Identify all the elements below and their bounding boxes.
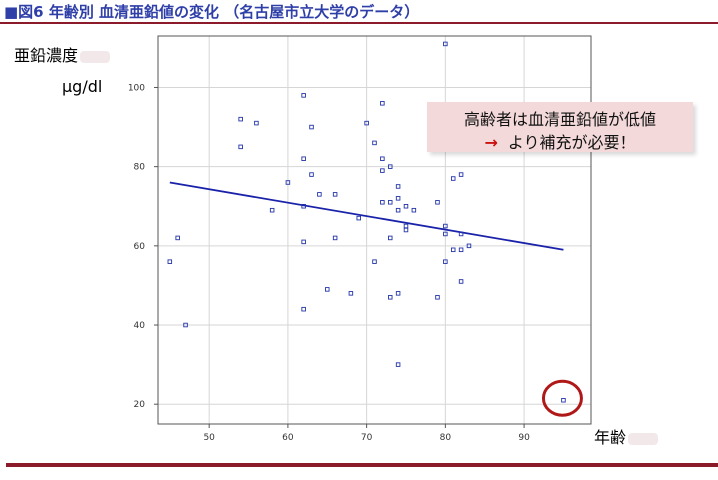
data-point: [301, 306, 306, 312]
data-point: [387, 235, 393, 241]
title-bar: ■図6 年齢別 血清亜鉛値の変化 （名古屋市立大学のデータ）: [0, 0, 718, 24]
data-point: [238, 144, 243, 150]
data-point: [458, 279, 464, 284]
data-point: [309, 124, 314, 130]
data-point: [380, 101, 385, 106]
y-axis-ticks: 20 40 60 80 100: [128, 83, 158, 410]
data-point: [372, 259, 377, 264]
data-point: [443, 223, 448, 229]
data-point: [380, 200, 385, 205]
data-point: [403, 227, 409, 233]
data-point: [317, 192, 322, 197]
data-point: [403, 203, 409, 209]
x-tick-label: 80: [440, 433, 452, 443]
data-point: [387, 164, 393, 169]
y-axis-label: 亜鉛濃度: [14, 42, 111, 66]
x-tick-label: 90: [518, 433, 530, 443]
plot-frame: [157, 35, 592, 425]
data-point: [309, 172, 314, 177]
callout-line-2-text: より補充が必要！: [507, 133, 636, 152]
x-axis-label: 年齢: [594, 424, 659, 448]
callout-line-2: → より補充が必要！: [427, 129, 693, 153]
x-tick-label: 50: [203, 433, 215, 443]
y-tick-label: 40: [134, 321, 146, 331]
y-tick-label: 60: [134, 242, 146, 252]
data-point: [183, 322, 188, 328]
arrow-icon: →: [484, 133, 498, 152]
data-point: [395, 196, 401, 201]
data-point: [458, 231, 464, 237]
blurred-suffix: [628, 432, 659, 445]
y-tick-label: 80: [134, 163, 146, 173]
data-point: [269, 207, 275, 213]
data-point: [285, 180, 291, 185]
data-point: [301, 239, 306, 245]
data-point: [325, 287, 330, 292]
blurred-suffix: [80, 50, 111, 63]
data-point: [443, 259, 448, 264]
page-title: ■図6 年齢別 血清亜鉛値の変化 （名古屋市立大学のデータ）: [4, 3, 420, 21]
data-point: [332, 192, 338, 197]
x-tick-label: 70: [361, 433, 373, 443]
data-point: [395, 291, 401, 296]
callout-box: 高齢者は血清亜鉛値が低値 → より補充が必要！: [427, 102, 693, 152]
data-point: [395, 362, 401, 367]
data-point: [458, 247, 464, 253]
data-point: [395, 207, 401, 213]
data-point: [435, 295, 440, 300]
data-point: [395, 184, 401, 189]
data-point: [380, 156, 385, 161]
data-point: [238, 116, 243, 122]
data-point: [443, 41, 448, 47]
data-point: [167, 259, 173, 264]
y-tick-label: 20: [134, 400, 146, 410]
data-point: [348, 291, 354, 296]
data-point: [450, 247, 456, 253]
x-axis-ticks: 50 60 70 80 90: [203, 424, 530, 443]
data-point: [466, 243, 472, 249]
data-point: [332, 235, 338, 241]
highlight-circle: [541, 379, 583, 417]
data-point: [387, 295, 393, 300]
data-points: [167, 41, 566, 403]
y-tick-label: 100: [128, 83, 145, 93]
x-tick-label: 60: [282, 433, 294, 443]
data-point: [175, 235, 180, 241]
callout-line-1: 高齢者は血清亜鉛値が低値: [463, 110, 656, 129]
data-point: [372, 140, 377, 146]
bottom-divider: [6, 463, 718, 467]
data-point: [403, 223, 409, 229]
data-point: [356, 215, 362, 221]
y-axis-unit: μg/dl: [62, 77, 103, 96]
data-point: [411, 207, 417, 213]
data-point: [387, 200, 393, 205]
data-point: [301, 156, 306, 161]
grid-lines: [158, 36, 591, 424]
data-point: [435, 200, 440, 205]
data-point: [380, 168, 385, 173]
trend-line: [169, 181, 564, 251]
y-axis-label-text: 亜鉛濃度: [14, 46, 79, 65]
data-point: [301, 93, 306, 98]
data-point: [364, 120, 369, 126]
data-point: [450, 176, 456, 181]
data-point: [254, 120, 259, 126]
data-point: [443, 231, 448, 237]
x-axis-label-text: 年齢: [594, 428, 627, 447]
title-divider: [0, 22, 718, 24]
data-point: [458, 172, 464, 177]
data-point: [561, 397, 566, 403]
data-point: [301, 203, 306, 209]
